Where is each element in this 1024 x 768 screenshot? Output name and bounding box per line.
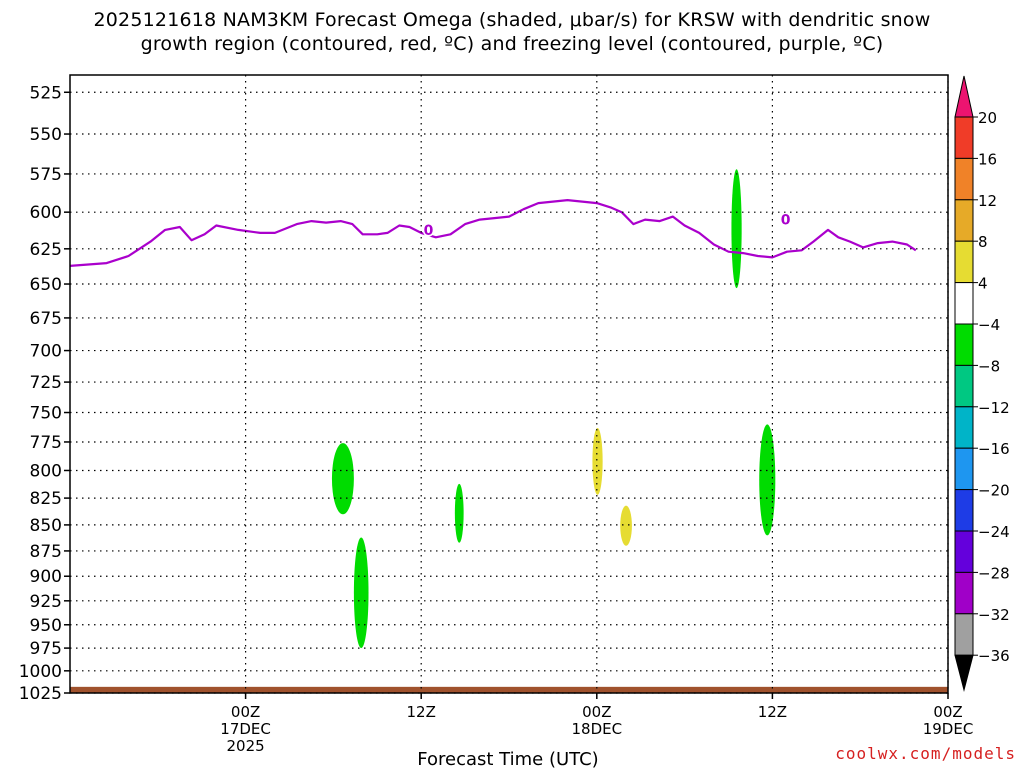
- credit-text: coolwx.com/models: [835, 744, 1016, 763]
- y-tick-label: 925: [30, 592, 62, 612]
- colorbar-segment: [954, 240, 974, 284]
- x-tick-label: 19DEC: [923, 720, 974, 738]
- colorbar-label: −16: [978, 440, 1010, 458]
- x-axis-label: Forecast Time (UTC): [417, 749, 598, 768]
- colorbar-label: −12: [978, 399, 1010, 417]
- x-tick-label: 12Z: [758, 703, 787, 721]
- y-tick-label: 700: [30, 342, 62, 362]
- plot-frame: [69, 74, 949, 694]
- terrain-band: [70, 686, 948, 693]
- terrain-fill: [70, 686, 948, 693]
- y-tick-label: 550: [30, 125, 62, 145]
- colorbar-label: −4: [978, 316, 1000, 334]
- y-tick-label: 625: [30, 240, 62, 260]
- omega-area-green-1: [353, 537, 369, 649]
- chart-title-line-1: 2025121618 NAM3KM Forecast Omega (shaded…: [93, 9, 931, 31]
- colorbar-label: −24: [978, 523, 1010, 541]
- colorbar-top-arrow: [954, 75, 974, 118]
- colorbar: 20 16 12 8 4 −4 −8 −12 −16 −20 −24 −28 −32 −36: [954, 75, 1010, 692]
- colorbar-bottom-arrow: [954, 654, 974, 692]
- colorbar-segment: [954, 406, 974, 449]
- colorbar-segment: [954, 157, 974, 201]
- y-tick-label: 675: [30, 309, 62, 329]
- y-tick-label: 1000: [19, 662, 62, 682]
- y-tick-label: 900: [30, 567, 62, 587]
- x-tick-label: 00Z: [582, 703, 611, 721]
- y-axis-ticks: 525 550 575 600 625 650 675 700 725 750 775 800 825 8…: [19, 83, 70, 704]
- colorbar-label: 20: [978, 109, 997, 127]
- x-tick-label: 18DEC: [572, 720, 623, 738]
- y-tick-label: 1025: [19, 684, 62, 704]
- colorbar-label: −32: [978, 606, 1010, 624]
- colorbar-segment: [954, 282, 974, 325]
- colorbar-segment: [954, 199, 974, 242]
- omega-shading: [331, 169, 776, 649]
- plot-area: [70, 75, 948, 693]
- omega-area-green-6: [759, 424, 776, 536]
- colorbar-label: −20: [978, 482, 1010, 500]
- colorbar-label: 16: [978, 150, 997, 168]
- colorbar-label: −28: [978, 564, 1010, 582]
- omega-area-green-5: [731, 169, 742, 289]
- omega-area-green-0: [331, 443, 354, 515]
- plot-border: [69, 74, 949, 694]
- colorbar-label: 4: [978, 275, 988, 293]
- colorbar-segment: [954, 530, 974, 573]
- freezing-level-contour: 00: [69, 199, 917, 267]
- colorbar-segment: [954, 571, 974, 615]
- colorbar-label: −8: [978, 357, 1000, 375]
- colorbar-segment: [954, 613, 974, 656]
- colorbar-segment: [954, 447, 974, 491]
- y-tick-label: 575: [30, 165, 62, 185]
- y-tick-label: 850: [30, 516, 62, 536]
- freezing-level-label: 0: [781, 213, 791, 229]
- omega-area-yellow-4: [620, 505, 632, 546]
- colorbar-segment: [954, 364, 974, 408]
- omega-area-yellow-3: [592, 427, 603, 495]
- y-tick-label: 825: [30, 489, 62, 509]
- y-tick-label: 950: [30, 616, 62, 636]
- y-tick-label: 975: [30, 639, 62, 659]
- x-tick-label: 2025: [227, 737, 265, 755]
- freezing-level-line: [69, 199, 917, 267]
- colorbar-label: 12: [978, 192, 997, 210]
- colorbar-label: −36: [978, 647, 1010, 665]
- omega-area-green-2: [454, 483, 464, 543]
- y-tick-label: 525: [30, 83, 62, 103]
- colorbar-segment: [954, 323, 974, 366]
- colorbar-label: 8: [978, 233, 988, 251]
- y-tick-label: 725: [30, 373, 62, 393]
- y-tick-label: 600: [30, 203, 62, 223]
- chart-title-line-2: growth region (contoured, red, ºC) and f…: [140, 33, 884, 55]
- y-tick-label: 775: [30, 433, 62, 453]
- x-tick-label: 00Z: [231, 703, 260, 721]
- colorbar-segment: [954, 489, 974, 532]
- y-tick-label: 875: [30, 542, 62, 562]
- y-tick-label: 750: [30, 404, 62, 424]
- x-tick-label: 12Z: [407, 703, 436, 721]
- freezing-level-label: 0: [424, 223, 434, 239]
- x-tick-label: 17DEC: [220, 720, 271, 738]
- y-tick-label: 800: [30, 461, 62, 481]
- y-tick-label: 650: [30, 275, 62, 295]
- x-tick-label: 00Z: [933, 703, 962, 721]
- plot-background: [70, 75, 948, 693]
- colorbar-segment: [954, 116, 974, 159]
